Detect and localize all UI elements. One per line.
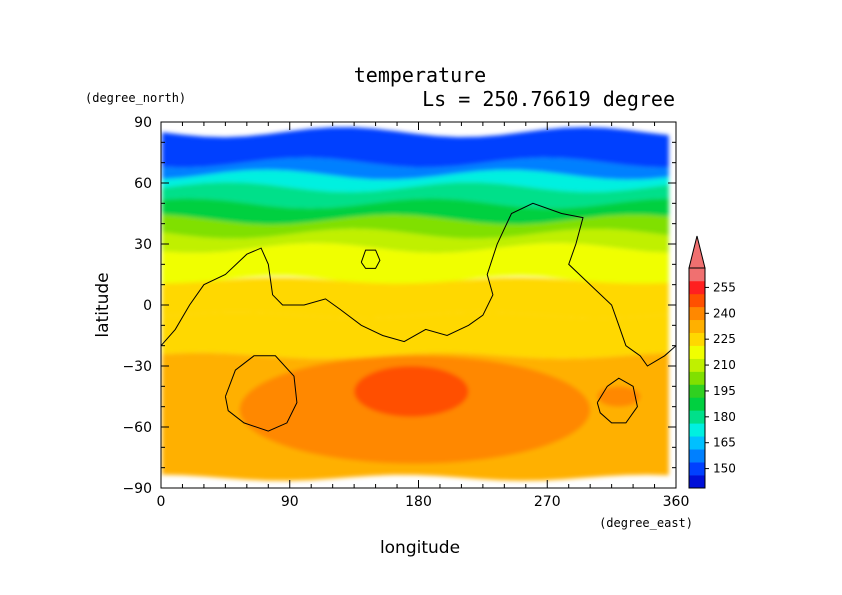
- colorbar-overflow-arrow: [688, 235, 706, 269]
- colorbar-segment: [689, 436, 705, 450]
- colorbar-label: 210: [713, 358, 736, 372]
- field-band: [162, 127, 669, 168]
- x-tick-label: 360: [663, 494, 690, 510]
- field-band: [162, 169, 669, 192]
- y-axis-label: latitude: [93, 272, 113, 337]
- colorbar-label: 165: [713, 436, 736, 450]
- colorbar-segment: [689, 358, 705, 372]
- colorbar-segment: [689, 410, 705, 424]
- colorbar-frame: [688, 267, 706, 489]
- contour-lines: [161, 202, 676, 432]
- colorbar-segment: [689, 345, 705, 359]
- contour-line: [224, 355, 298, 432]
- chart-title: temperature: [354, 63, 486, 87]
- colorbar-segment: [689, 462, 705, 476]
- colorbar: 150 165 180 195 210 225 240 255: [688, 235, 736, 489]
- colorbar-label: 150: [713, 462, 736, 476]
- colorbar-label: 195: [713, 384, 736, 398]
- y-tick-label: −90: [122, 481, 152, 497]
- colorbar-segment: [689, 384, 705, 398]
- field-band: [162, 157, 669, 180]
- y-tick-label: 30: [134, 237, 152, 253]
- temperature-field: [161, 122, 676, 488]
- colorbar-label: 255: [713, 280, 736, 294]
- field-band: [162, 277, 669, 319]
- colorbar-label: 240: [713, 306, 736, 320]
- contour-line: [596, 377, 638, 424]
- colorbar-segment: [689, 371, 705, 385]
- colorbar-segment: [689, 306, 705, 321]
- warm-region: [354, 366, 469, 417]
- colorbar-segment: [689, 268, 705, 282]
- colorbar-segment: [689, 423, 705, 437]
- y-tick-label: −60: [122, 420, 152, 436]
- colorbar-label: 180: [713, 410, 736, 424]
- y-unit-label: (degree_north): [85, 91, 186, 105]
- field-band: [162, 243, 669, 286]
- field-band: [162, 198, 669, 225]
- y-tick-label: 60: [134, 176, 152, 192]
- contour-line: [161, 202, 676, 367]
- colorbar-segment: [689, 319, 705, 334]
- y-tick-label: 90: [134, 115, 152, 131]
- x-tick-label: 180: [405, 494, 432, 510]
- x-tick-label: 270: [534, 494, 561, 510]
- colorbar-segment: [689, 475, 705, 489]
- field-band: [162, 214, 669, 239]
- colorbar-segment: [689, 397, 705, 411]
- field-band: [162, 228, 669, 254]
- x-axis-label: longitude: [380, 538, 460, 558]
- colorbar-segment: [689, 293, 705, 308]
- x-tick-label: 90: [281, 494, 299, 510]
- colorbar-segment: [689, 449, 705, 463]
- colorbar-label: 225: [713, 332, 736, 346]
- field-band: [162, 182, 669, 209]
- colorbar-segment: [689, 280, 705, 295]
- x-tick-label: 0: [157, 494, 166, 510]
- chart-subtitle: Ls = 250.76619 degree: [422, 87, 675, 111]
- axis-ticks: 0 90 180 270 360 90 60 30 0 −30 −60 −90: [122, 115, 689, 510]
- y-tick-label: 0: [143, 298, 152, 314]
- contour-line: [360, 249, 381, 269]
- warm-region: [597, 386, 641, 407]
- x-unit-label: (degree_east): [599, 516, 693, 530]
- y-tick-label: −30: [122, 359, 152, 375]
- colorbar-segment: [689, 332, 705, 346]
